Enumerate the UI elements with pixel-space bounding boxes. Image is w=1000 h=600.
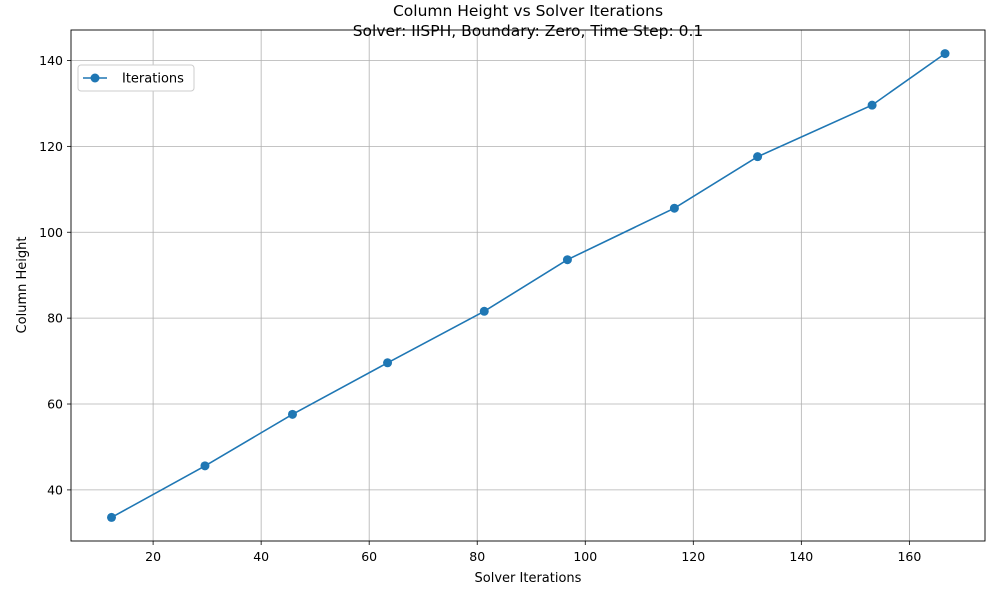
y-tick-label: 40 <box>47 482 63 497</box>
legend-label: Iterations <box>122 72 184 87</box>
data-point <box>200 461 210 471</box>
data-point <box>287 409 297 419</box>
grid <box>71 30 985 541</box>
data-point <box>669 203 679 213</box>
y-axis-label: Column Height <box>15 237 30 334</box>
plot-area-frame <box>70 29 986 542</box>
x-tick-label: 40 <box>253 549 269 564</box>
x-axis-label: Solver Iterations <box>475 571 582 586</box>
chart-subtitle: Solver: IISPH, Boundary: Zero, Time Step… <box>353 22 704 40</box>
y-tick-label: 100 <box>39 225 63 240</box>
series-layer <box>107 49 950 522</box>
x-tick-label: 20 <box>145 549 161 564</box>
y-tick-label: 120 <box>39 139 63 154</box>
data-point <box>562 255 572 265</box>
x-tick-label: 60 <box>361 549 377 564</box>
chart-title: Column Height vs Solver Iterations <box>393 2 663 20</box>
data-point <box>940 49 950 59</box>
data-point <box>753 152 763 162</box>
legend: Iterations <box>77 64 195 92</box>
series-line <box>111 52 946 519</box>
data-point <box>107 512 117 522</box>
x-tick-label: 80 <box>469 549 485 564</box>
y-tick-label: 60 <box>47 397 63 412</box>
x-tick-label: 140 <box>789 549 813 564</box>
x-tick-label: 100 <box>573 549 597 564</box>
data-point <box>383 358 393 368</box>
y-tick-label: 80 <box>47 311 63 326</box>
x-tick-label: 160 <box>897 549 921 564</box>
y-tick-label: 140 <box>39 53 63 68</box>
data-point <box>479 306 489 316</box>
x-tick-label: 120 <box>681 549 705 564</box>
axis-ticks: 20 40 60 80 100 120 140 160 40 60 80 100 120 140 <box>39 53 921 564</box>
data-point <box>867 100 877 110</box>
legend-marker-sample <box>90 73 100 83</box>
legend-box <box>77 64 195 92</box>
